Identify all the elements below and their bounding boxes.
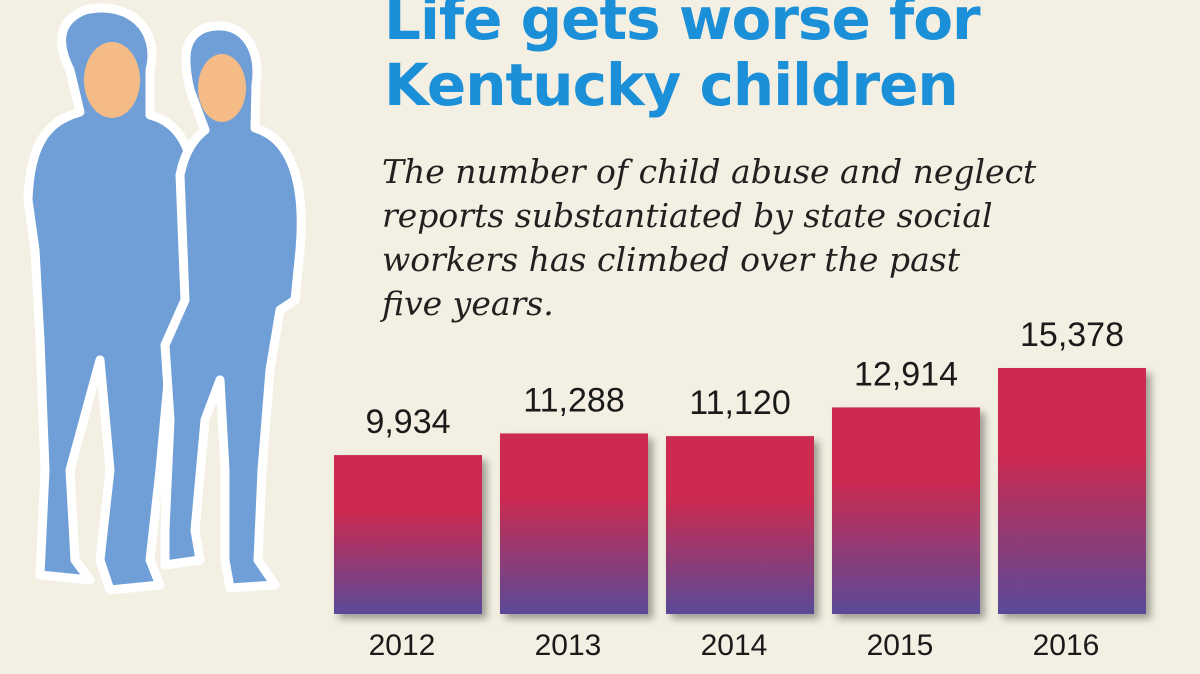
x-tick-label: 2012 [369, 629, 436, 662]
child-face-left [84, 42, 140, 118]
children-silhouette-illustration [23, 3, 306, 595]
subtitle-line: workers has climbed over the past [382, 240, 960, 279]
child-silhouette-right [160, 21, 306, 593]
x-tick-label: 2014 [701, 629, 768, 662]
data-label: 11,288 [523, 381, 624, 419]
bar-2013 [500, 433, 648, 614]
subtitle-line: five years. [382, 284, 554, 323]
chart-subtitle: The number of child abuse and neglect re… [382, 150, 1142, 326]
data-label: 12,914 [854, 355, 958, 393]
chart-title: Life gets worse for Kentucky children [384, 0, 981, 119]
data-label: 11,120 [689, 384, 790, 422]
x-tick-label: 2016 [1033, 629, 1100, 662]
x-tick-label: 2015 [867, 629, 934, 662]
bar-2016 [998, 368, 1146, 614]
child-silhouette-left [23, 3, 201, 595]
data-label: 9,934 [365, 403, 450, 441]
title-line: Life gets worse for [384, 0, 981, 53]
data-label: 15,378 [1020, 316, 1124, 354]
bar-2015 [832, 407, 980, 614]
x-tick-label: 2013 [535, 629, 602, 662]
bar-2012 [334, 455, 482, 614]
title-line: Kentucky children [384, 51, 959, 119]
child-face-right [198, 54, 246, 122]
subtitle-line: reports substantiated by state social [382, 196, 993, 235]
bar-2014 [666, 436, 814, 614]
subtitle-line: The number of child abuse and neglect [382, 152, 1037, 191]
